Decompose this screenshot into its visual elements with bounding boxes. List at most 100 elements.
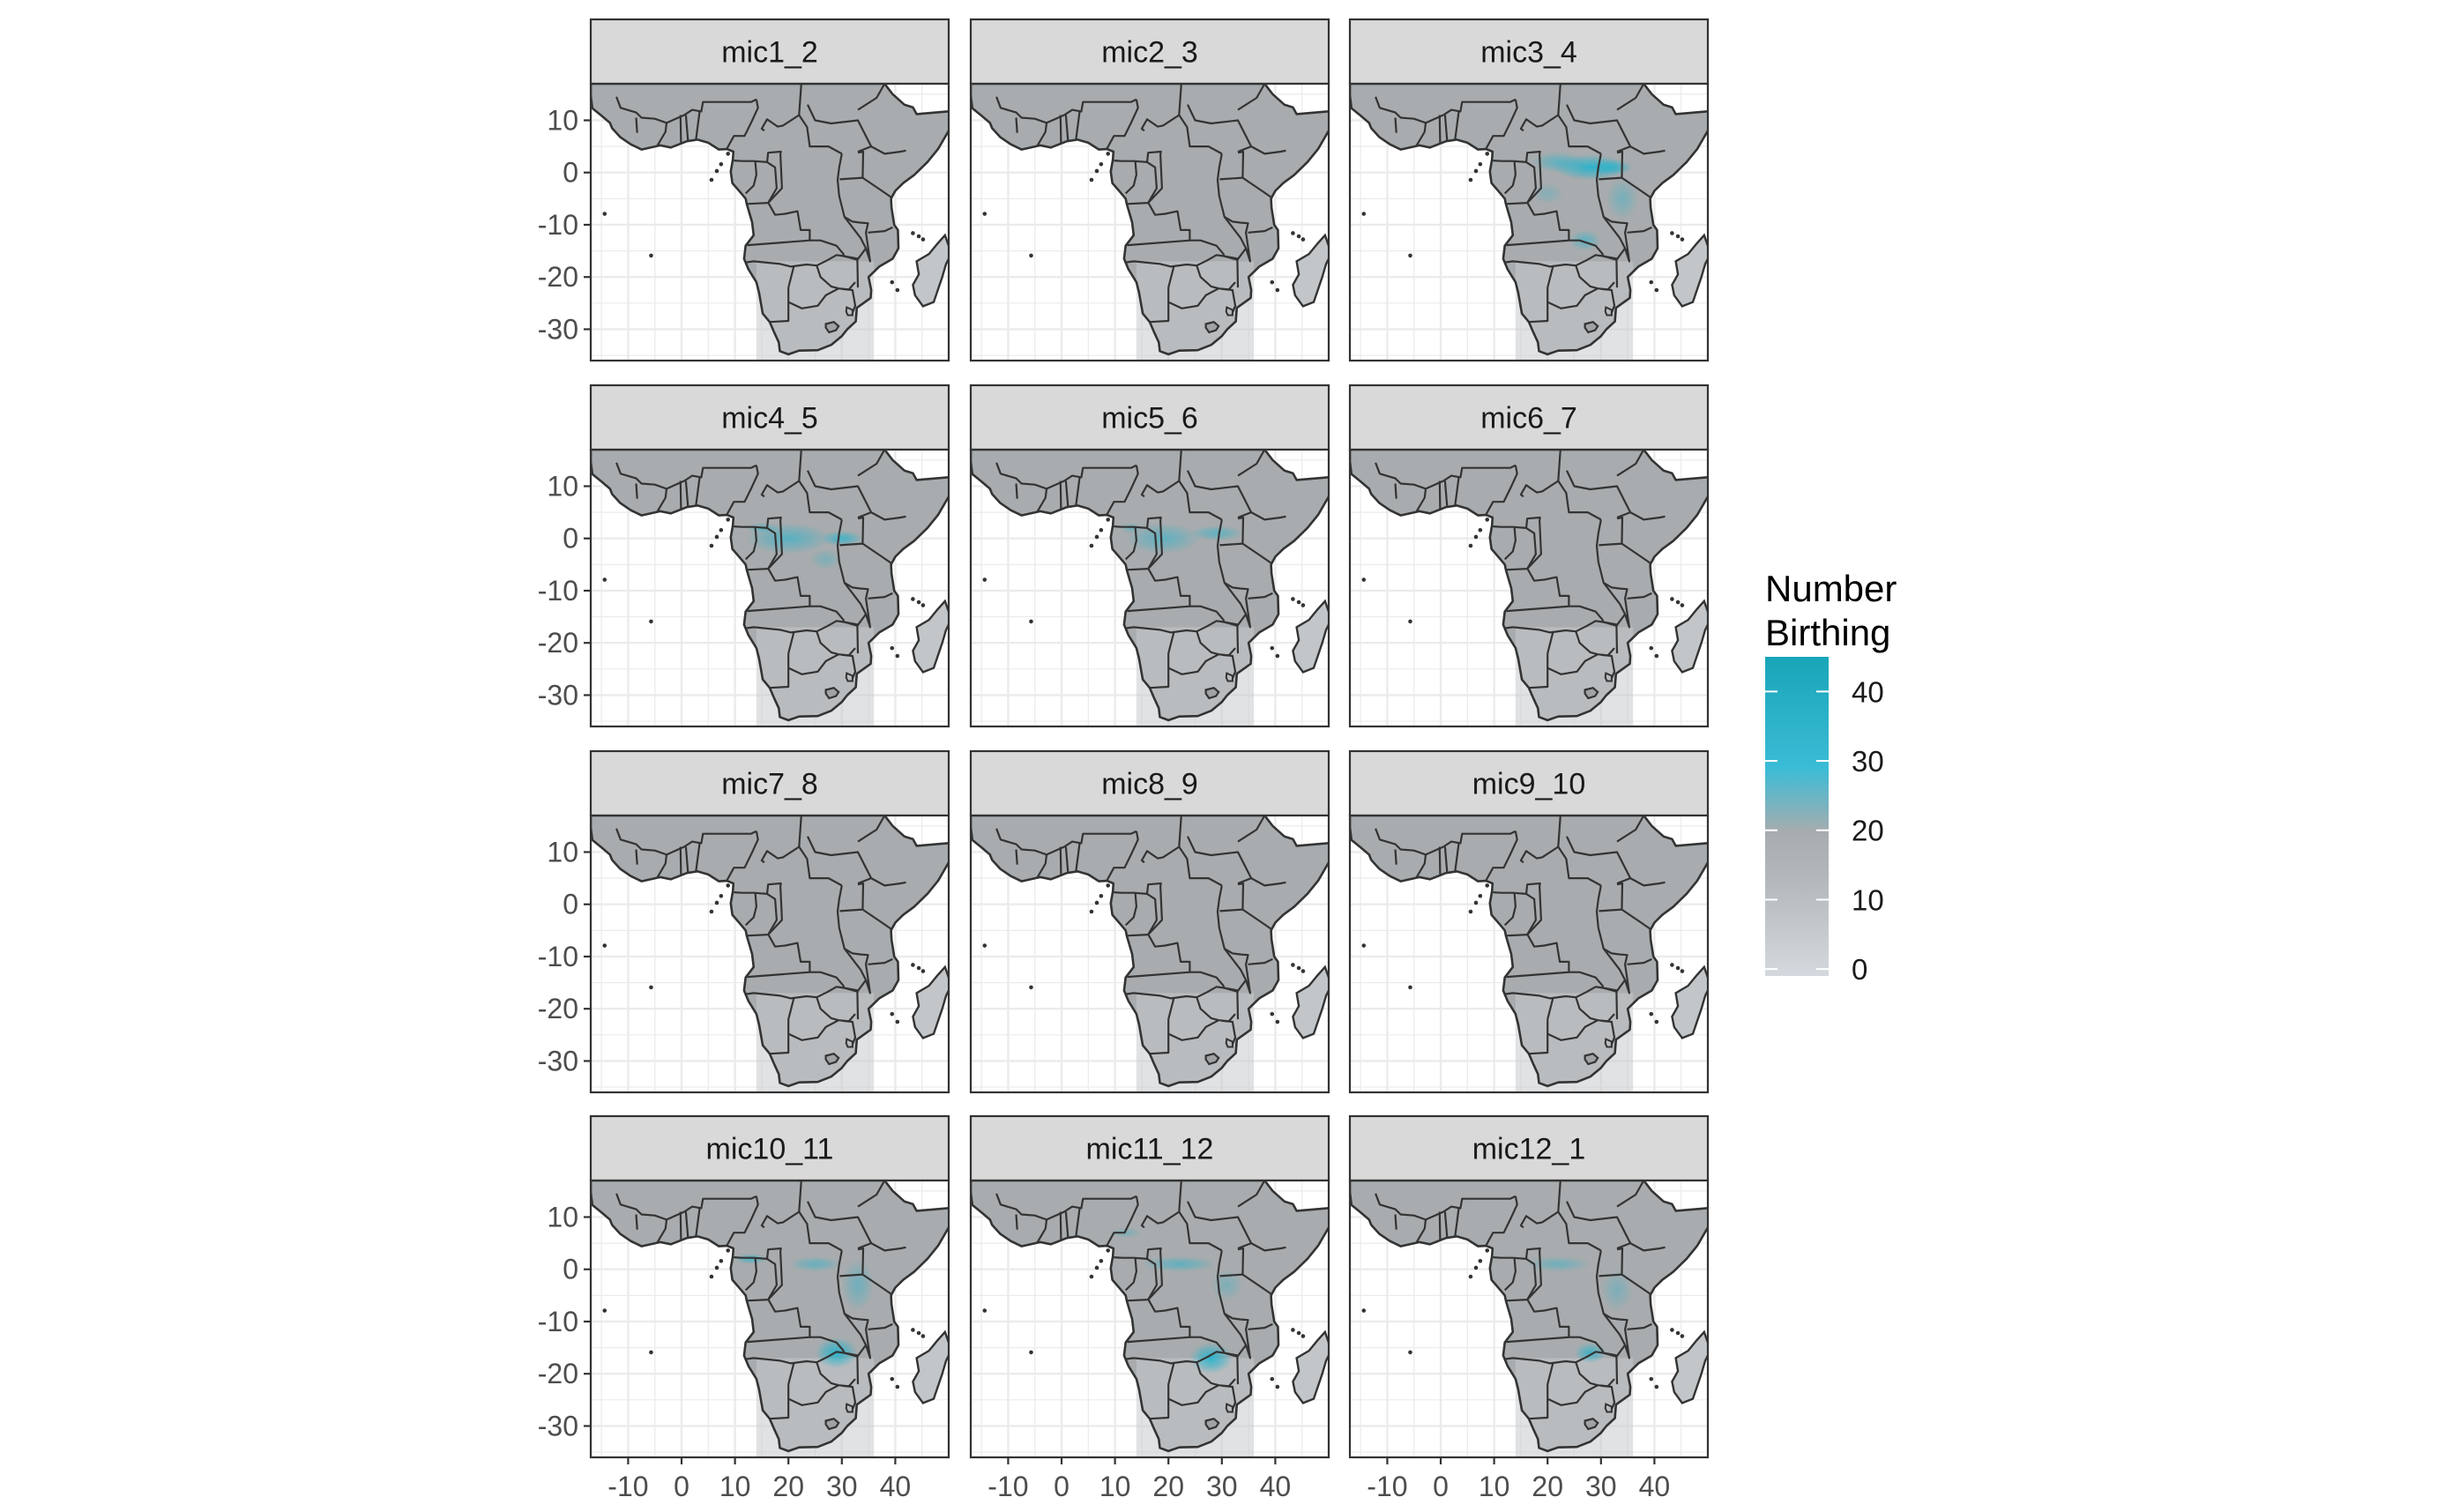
- facet-strip: [589, 384, 950, 451]
- birthing-hotspot: [1532, 152, 1585, 173]
- x-tick-label: 40: [880, 1471, 912, 1502]
- madagascar-land: [1293, 600, 1329, 673]
- panel-border: [589, 1179, 950, 1459]
- southern-tone: [1136, 993, 1255, 1092]
- map-clip: [971, 816, 1329, 1092]
- facet-panel-mic2_3: mic2_3: [969, 18, 1330, 362]
- facet-panel-mic7_8: mic7_8: [589, 749, 950, 1094]
- madagascar-coast: [1292, 599, 1329, 674]
- madagascar-land: [913, 600, 949, 673]
- madagascar-coast: [912, 599, 949, 674]
- panel-border: [969, 1179, 1330, 1459]
- madagascar-land: [913, 966, 949, 1039]
- facet-strip: [969, 384, 1330, 451]
- map-body: [1348, 814, 1710, 1094]
- eswatini: [1225, 306, 1233, 317]
- map-body: [969, 448, 1330, 728]
- y-tick-label: 0: [563, 889, 578, 920]
- x-tick-label: 20: [772, 1471, 804, 1502]
- facet-label: mic8_9: [1101, 768, 1198, 801]
- map-body: [589, 814, 950, 1094]
- x-tick-label: 30: [1206, 1471, 1238, 1502]
- panel-border: [969, 814, 1330, 1094]
- madagascar-land: [1672, 966, 1708, 1039]
- facet-label: mic7_8: [721, 768, 818, 801]
- map-clip: [1350, 450, 1708, 726]
- facet-panel-mic5_6: mic5_6: [969, 384, 1330, 728]
- facet-strip: [1348, 749, 1710, 817]
- facet-strip: [969, 749, 1330, 817]
- country-borders: [995, 84, 1286, 324]
- y-axis: 10 0 -10 -20 -30: [538, 470, 591, 711]
- color-legend: Number Birthing 40 30 20 10 0: [1765, 568, 1897, 986]
- birthing-hotspot: [1600, 1269, 1634, 1312]
- legend-colorbar: [1765, 657, 1829, 976]
- panel-border: [589, 814, 950, 1094]
- birthing-hotspot: [788, 1255, 842, 1272]
- southern-tone: [756, 1358, 875, 1457]
- country-borders: [615, 1181, 906, 1420]
- lesotho: [1584, 1052, 1599, 1066]
- lesotho: [1204, 320, 1220, 334]
- facet-panel-mic1_2: mic1_2: [589, 18, 950, 362]
- birthing-hotspot: [1189, 1342, 1233, 1374]
- madagascar-coast: [912, 233, 949, 308]
- map-clip: [591, 816, 949, 1092]
- madagascar-land: [1293, 1331, 1329, 1404]
- lesotho: [824, 320, 840, 334]
- madagascar-land: [1293, 235, 1329, 307]
- map-clip: [591, 1181, 949, 1457]
- x-tick-label: 0: [674, 1471, 689, 1502]
- y-tick-label: -20: [538, 627, 578, 659]
- y-tick-label: 0: [563, 157, 578, 189]
- map-clip: [971, 450, 1329, 726]
- southern-tone: [1515, 627, 1634, 726]
- southern-tone: [1515, 993, 1634, 1092]
- facet-panel-mic6_7: mic6_7: [1348, 384, 1710, 728]
- panel-border: [969, 82, 1330, 362]
- facet-label: mic3_4: [1480, 36, 1577, 70]
- madagascar-coast: [1671, 1330, 1708, 1404]
- panel-border: [1348, 1179, 1710, 1459]
- y-tick-label: -20: [538, 261, 578, 293]
- panel-border: [1348, 82, 1710, 362]
- madagascar-land: [1672, 235, 1708, 307]
- birthing-hotspot: [1141, 1255, 1217, 1272]
- lesotho: [1204, 1417, 1220, 1431]
- islands: [1361, 1248, 1685, 1389]
- legend-tick-label: 10: [1852, 883, 1884, 916]
- facet-strip: [589, 18, 950, 86]
- map-clip: [971, 84, 1329, 361]
- lesotho: [1204, 686, 1220, 700]
- y-tick-label: -10: [538, 1306, 578, 1337]
- madagascar-coast: [912, 1330, 949, 1404]
- y-tick-label: -10: [538, 209, 578, 241]
- eswatini: [1604, 672, 1613, 682]
- panel-border: [969, 448, 1330, 728]
- lesotho: [1584, 686, 1599, 700]
- y-tick-label: -10: [538, 941, 578, 972]
- southern-tone: [756, 627, 875, 726]
- lesotho: [824, 1052, 840, 1066]
- birthing-hotspot: [1125, 522, 1201, 555]
- map-body: [1348, 448, 1710, 728]
- y-tick-label: 0: [563, 1254, 578, 1285]
- lesotho: [824, 686, 840, 700]
- y-tick-label: 10: [547, 836, 578, 868]
- y-tick-label: -30: [538, 313, 578, 345]
- x-tick-label: -10: [1367, 1471, 1407, 1502]
- facet-label: mic1_2: [721, 36, 818, 70]
- madagascar-coast: [1292, 965, 1329, 1039]
- lesotho: [1584, 320, 1599, 334]
- x-tick-label: -10: [988, 1471, 1028, 1502]
- y-tick-label: 10: [547, 470, 578, 502]
- islands: [982, 1248, 1306, 1389]
- facet-panel-mic10_11: mic10_11: [589, 1114, 950, 1459]
- map-body: [969, 82, 1330, 362]
- map-body: [589, 82, 950, 362]
- birthing-hotspot: [1532, 182, 1564, 205]
- map-clip: [971, 1181, 1329, 1457]
- eswatini: [1604, 1038, 1613, 1048]
- x-tick-label: 40: [1639, 1471, 1671, 1502]
